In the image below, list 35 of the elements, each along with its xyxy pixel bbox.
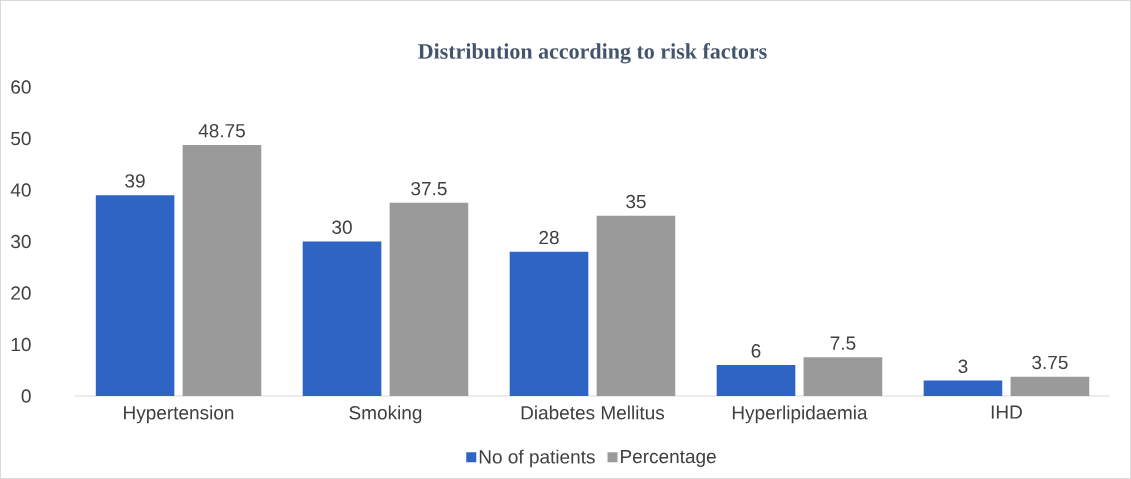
legend-label: Percentage bbox=[621, 450, 716, 467]
data-label: 6 bbox=[751, 344, 761, 358]
data-label: 30 bbox=[332, 220, 352, 234]
bar bbox=[803, 357, 883, 396]
bar bbox=[716, 365, 796, 396]
x-tick-label: Hyperlipidaemia bbox=[732, 405, 868, 424]
y-tick-label: 50 bbox=[11, 131, 31, 146]
bar bbox=[389, 202, 469, 396]
y-tick-label: 40 bbox=[10, 183, 31, 197]
data-label: 39 bbox=[125, 174, 145, 188]
data-label: 3 bbox=[958, 359, 968, 374]
x-tick-label: Smoking bbox=[349, 405, 422, 424]
data-label: 48.75 bbox=[198, 123, 245, 138]
x-tick-label: IHD bbox=[991, 405, 1022, 419]
bar bbox=[95, 195, 175, 396]
x-tick-label: Hypertension bbox=[124, 405, 234, 424]
chart-title: Distribution according to risk factors bbox=[418, 43, 767, 64]
bar bbox=[302, 241, 382, 396]
data-label: 37.5 bbox=[411, 181, 447, 196]
legend-label: No of patients bbox=[479, 449, 595, 468]
bar bbox=[596, 215, 676, 396]
y-tick-label: 30 bbox=[11, 234, 31, 249]
data-label: 3.75 bbox=[1032, 355, 1068, 370]
bar bbox=[1010, 376, 1090, 396]
data-label: 7.5 bbox=[830, 336, 856, 350]
y-tick-label: 20 bbox=[11, 286, 31, 300]
bar bbox=[923, 380, 1003, 396]
data-label: 28 bbox=[539, 230, 559, 245]
x-tick-label: Diabetes Mellitus bbox=[521, 405, 665, 420]
y-tick-label: 10 bbox=[11, 337, 31, 352]
bar bbox=[509, 251, 589, 396]
y-tick-label: 0 bbox=[21, 389, 31, 403]
y-tick-label: 60 bbox=[11, 80, 31, 94]
bar bbox=[182, 144, 262, 396]
data-label: 35 bbox=[626, 194, 646, 209]
